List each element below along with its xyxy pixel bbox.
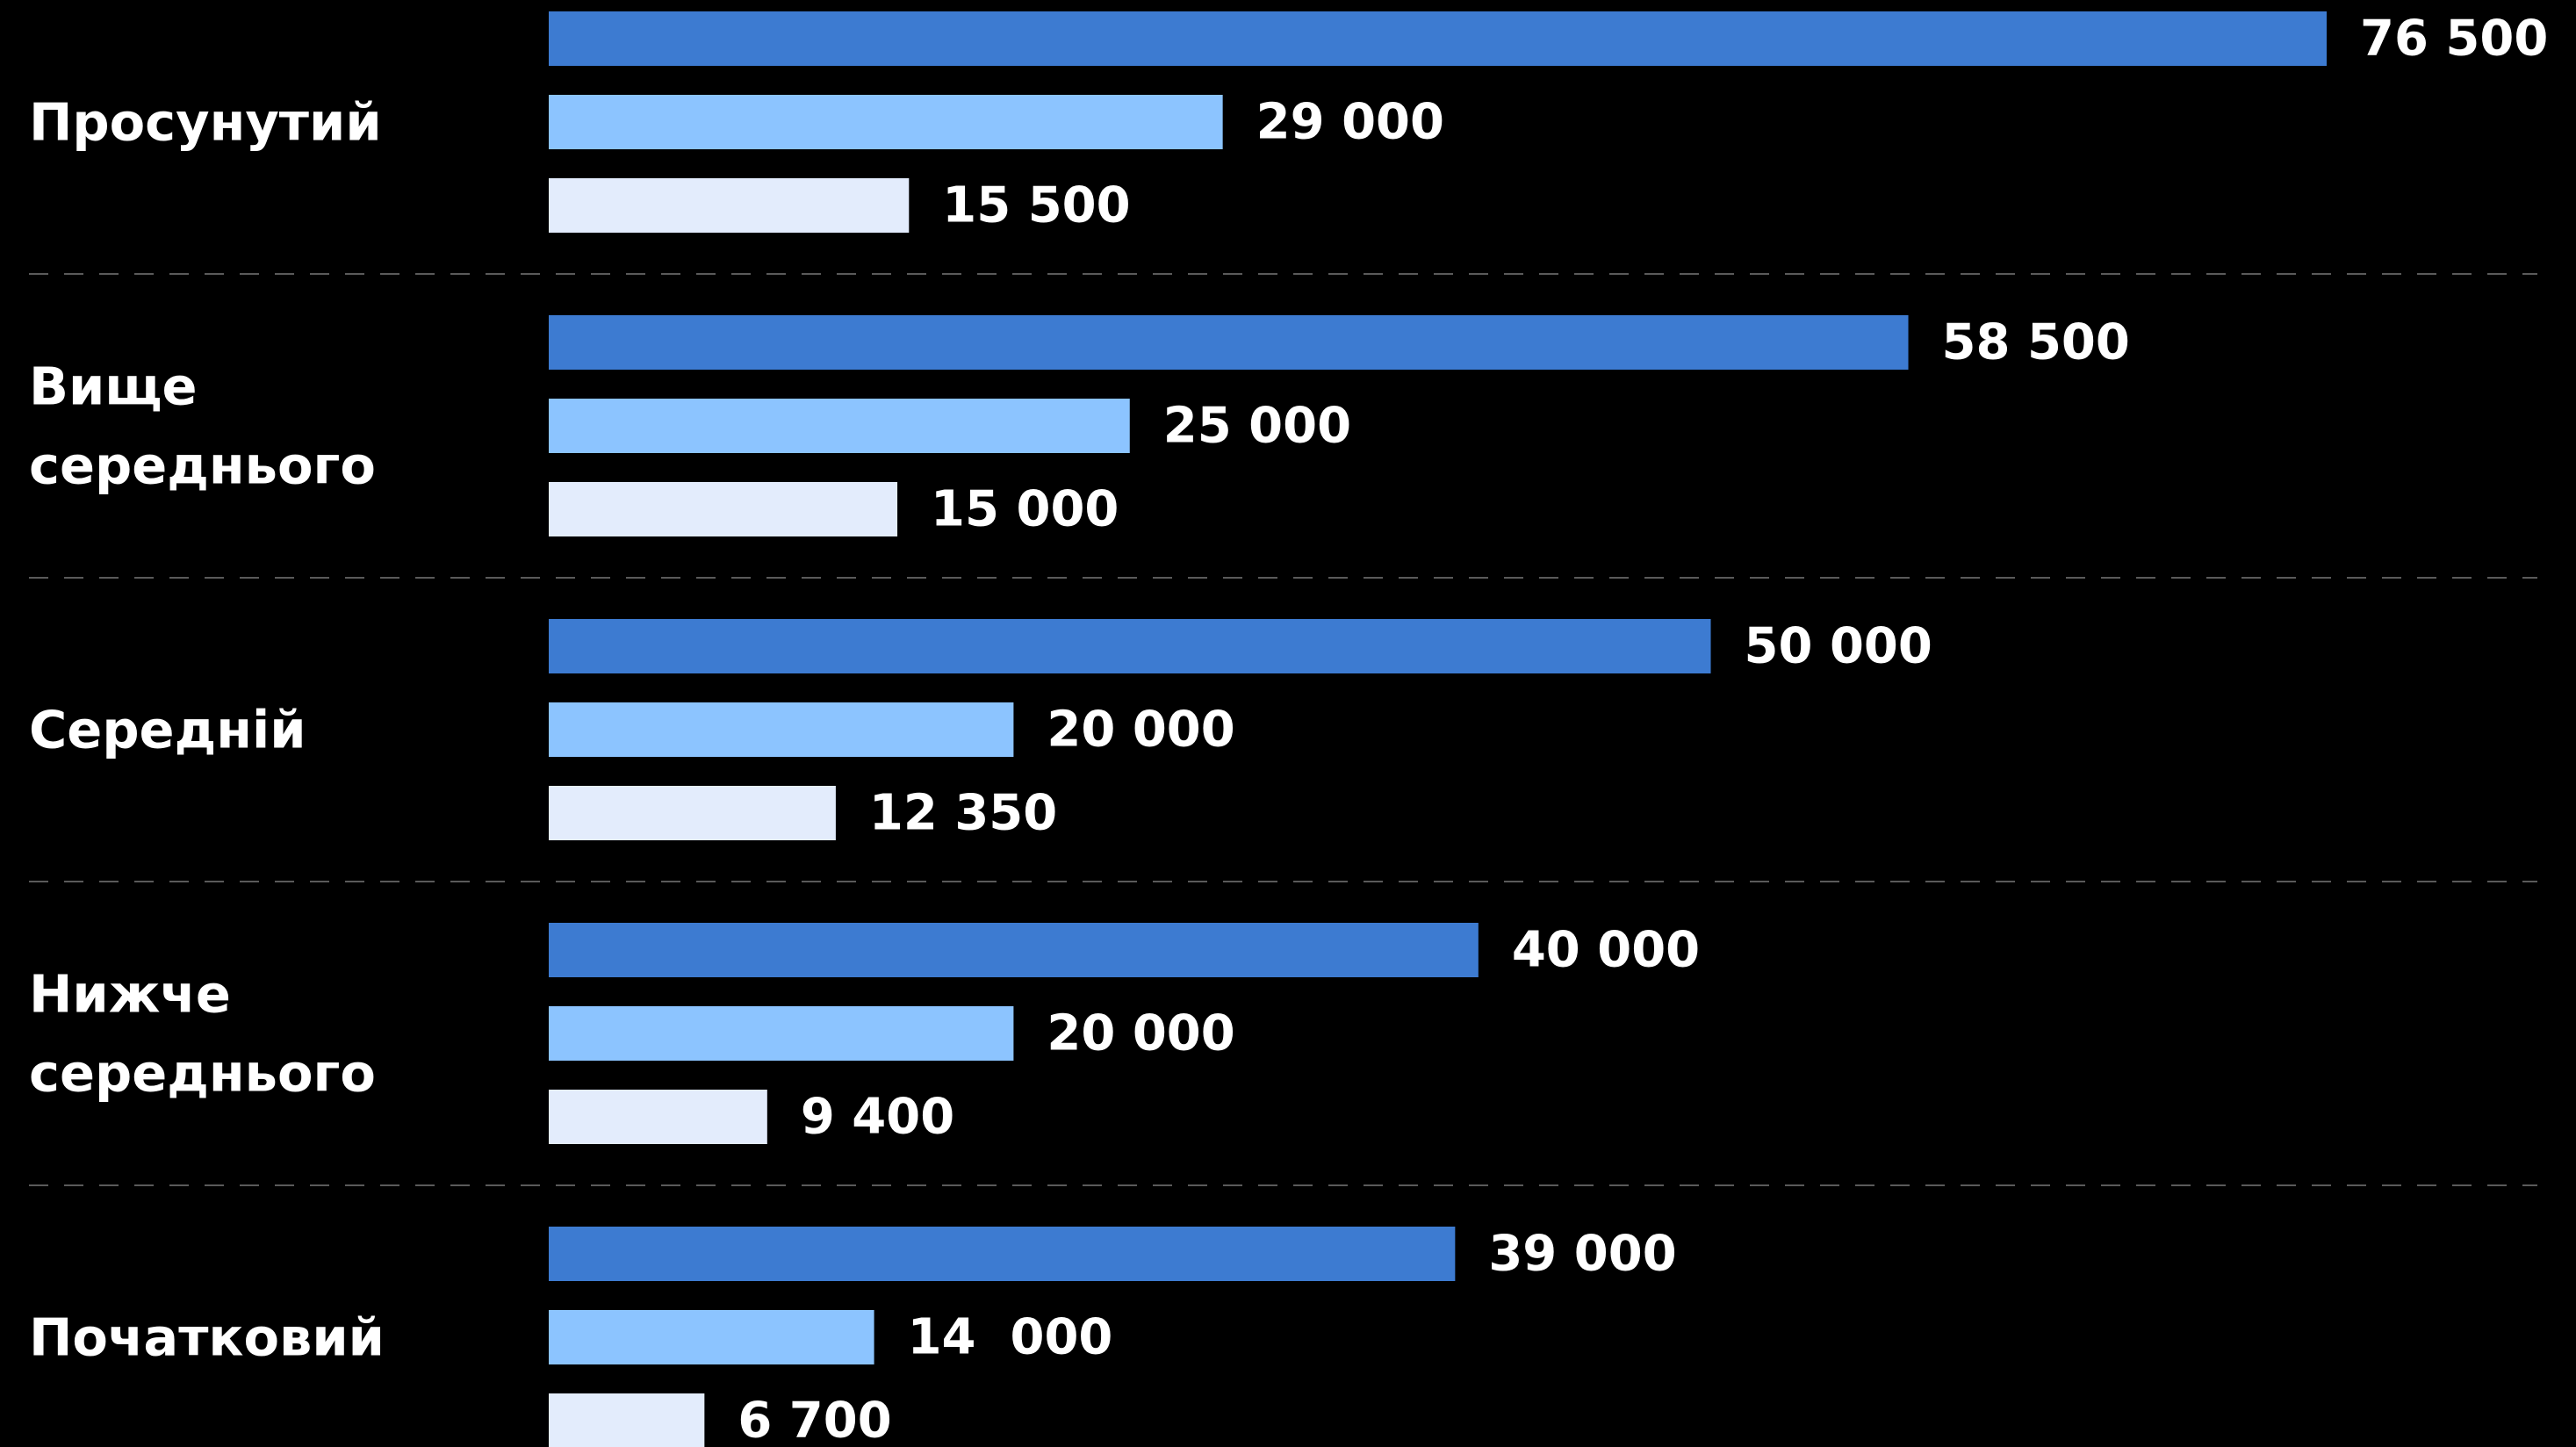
value-label: 39 000	[1488, 1226, 1676, 1283]
bar	[549, 11, 2327, 66]
category-label: Початковий	[29, 1307, 385, 1368]
bar	[549, 482, 898, 536]
bar	[549, 315, 1909, 370]
bar	[549, 1227, 1456, 1281]
value-label: 20 000	[1047, 702, 1234, 759]
value-label: 14 000	[908, 1309, 1113, 1366]
bar	[549, 399, 1130, 453]
bar	[549, 619, 1711, 673]
value-label: 40 000	[1512, 922, 1700, 979]
value-label: 15 000	[931, 481, 1119, 538]
value-label: 25 000	[1163, 398, 1351, 455]
bar	[549, 702, 1014, 757]
value-label: 9 400	[801, 1089, 954, 1146]
category-label: середнього	[29, 1043, 376, 1104]
bar	[549, 178, 910, 233]
category-label: Середній	[29, 700, 306, 760]
value-labels: 76 500 29 000 15 500 58 500 25 000 15 000 50 0…	[738, 11, 2548, 1447]
value-label: 12 350	[869, 785, 1057, 842]
value-label: 58 500	[1942, 314, 2130, 371]
bar	[549, 1310, 874, 1364]
category-label: середнього	[29, 436, 376, 496]
value-label: 50 000	[1745, 618, 1932, 675]
category-label: Вище	[29, 356, 198, 417]
bar	[549, 1090, 767, 1144]
category-label: Просунутий	[29, 92, 382, 153]
value-label: 15 500	[942, 177, 1130, 234]
value-label: 20 000	[1047, 1005, 1234, 1062]
bar	[549, 1393, 705, 1447]
bar	[549, 923, 1479, 977]
bars	[549, 11, 2327, 1447]
bar	[549, 786, 836, 840]
category-labels: Просунутий Вище середнього Середній Нижче сер…	[29, 92, 385, 1368]
bar	[549, 95, 1223, 149]
value-label: 76 500	[2360, 11, 2548, 68]
group-separators	[29, 273, 2537, 1186]
value-label: 6 700	[738, 1393, 891, 1447]
category-label: Нижче	[29, 964, 231, 1025]
bar	[549, 1006, 1014, 1061]
value-label: 29 000	[1256, 94, 1444, 151]
